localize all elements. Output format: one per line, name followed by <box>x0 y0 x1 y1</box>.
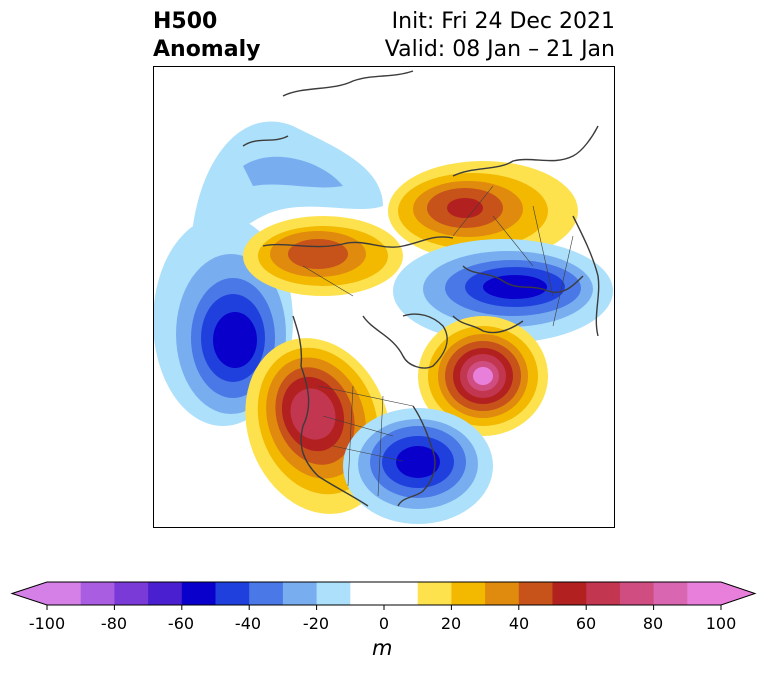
colorbar-segment <box>215 582 250 605</box>
colorbar <box>10 581 757 610</box>
colorbar-segment <box>552 582 587 605</box>
colorbar-segment <box>485 582 520 605</box>
country-borders <box>302 185 574 497</box>
colorbar-segment <box>316 582 351 605</box>
colorbar-tick-label: -100 <box>28 614 66 633</box>
title-valid-range: Valid: 08 Jan – 21 Jan <box>384 37 615 62</box>
title-variable: H500 <box>153 9 218 34</box>
map-title-left: H500 Anomaly <box>153 8 260 64</box>
colorbar-tick-label: -80 <box>100 614 128 633</box>
colorbar-segment <box>619 582 655 605</box>
colorbar-tick-label: 80 <box>642 614 664 633</box>
colorbar-segment <box>47 582 82 605</box>
anomaly-map <box>153 66 615 528</box>
colorbar-segment <box>148 582 183 605</box>
coastlines <box>242 70 600 507</box>
colorbar-tick-label: 20 <box>440 614 462 633</box>
colorbar-tick-label: 40 <box>508 614 530 633</box>
colorbar-tick-label: 60 <box>575 614 597 633</box>
colorbar-segment <box>282 582 318 605</box>
colorbar-segment <box>249 582 284 605</box>
anomaly-high-siberia <box>388 161 578 261</box>
colorbar-segment <box>586 582 621 605</box>
colorbar-segment <box>384 582 419 605</box>
colorbar-segment <box>417 582 452 605</box>
colorbar-segment <box>518 582 553 605</box>
colorbar-segment <box>114 582 149 605</box>
colorbar-segment <box>653 582 688 605</box>
anomaly-high-arctic <box>243 216 403 296</box>
colorbar-tick-label: 0 <box>378 614 390 633</box>
anomaly-low-europe <box>393 239 613 343</box>
colorbar-extend-min <box>12 582 47 605</box>
colorbar-segment <box>350 582 385 605</box>
colorbar-tick-label: -60 <box>167 614 195 633</box>
colorbar-segment <box>80 582 115 605</box>
colorbar-unit-label: m <box>372 636 393 660</box>
anomaly-low-southeast-us <box>343 408 493 524</box>
colorbar-segment <box>181 582 216 605</box>
colorbar-tick-label: -20 <box>302 614 330 633</box>
colorbar-tick-label: -40 <box>234 614 262 633</box>
title-init-date: Init: Fri 24 Dec 2021 <box>391 9 615 34</box>
colorbar-extend-max <box>721 582 755 605</box>
anomaly-high-north-atlantic <box>418 316 548 436</box>
title-quantity: Anomaly <box>153 37 261 62</box>
colorbar-tick-label: 100 <box>705 614 737 633</box>
anomaly-low-arctic-canada <box>193 121 383 241</box>
map-title-right: Init: Fri 24 Dec 2021 Valid: 08 Jan – 21… <box>385 8 615 64</box>
colorbar-segment <box>451 582 486 605</box>
colorbar-segment <box>687 582 722 605</box>
